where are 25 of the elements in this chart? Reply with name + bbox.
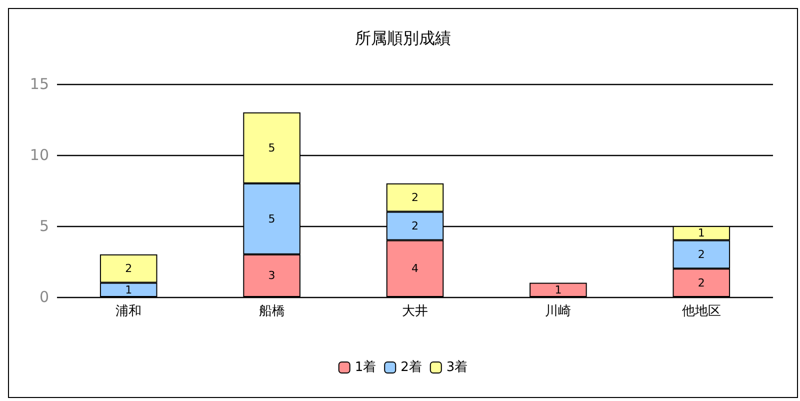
x-tick-label: 大井 <box>402 304 428 319</box>
data-label: 1 <box>554 283 562 296</box>
x-tick-label: 他地区 <box>682 304 721 319</box>
data-label: 2 <box>412 220 418 232</box>
data-label: 1 <box>698 226 705 240</box>
legend-label: 2着 <box>400 359 422 375</box>
chart-title: 所属順別成績 <box>355 28 451 48</box>
x-tick-label: 船橋 <box>258 304 285 319</box>
data-label: 1 <box>125 283 132 296</box>
y-tick-label: 0 <box>39 288 49 306</box>
data-label: 3 <box>268 269 276 282</box>
data-label: 5 <box>268 212 276 226</box>
legend-label: 3着 <box>446 359 468 375</box>
legend-label: 1着 <box>354 359 376 375</box>
data-label: 2 <box>412 191 418 204</box>
y-tick-label: 10 <box>30 146 49 164</box>
x-tick-label: 川崎 <box>545 304 572 319</box>
y-tick-label: 15 <box>30 75 49 93</box>
y-tick-label: 5 <box>39 217 49 235</box>
data-label: 2 <box>698 276 705 290</box>
data-label: 5 <box>268 141 276 154</box>
data-label: 2 <box>698 248 705 261</box>
data-label: 2 <box>125 262 132 276</box>
data-label: 4 <box>412 262 418 276</box>
x-tick-label: 浦和 <box>116 304 142 319</box>
